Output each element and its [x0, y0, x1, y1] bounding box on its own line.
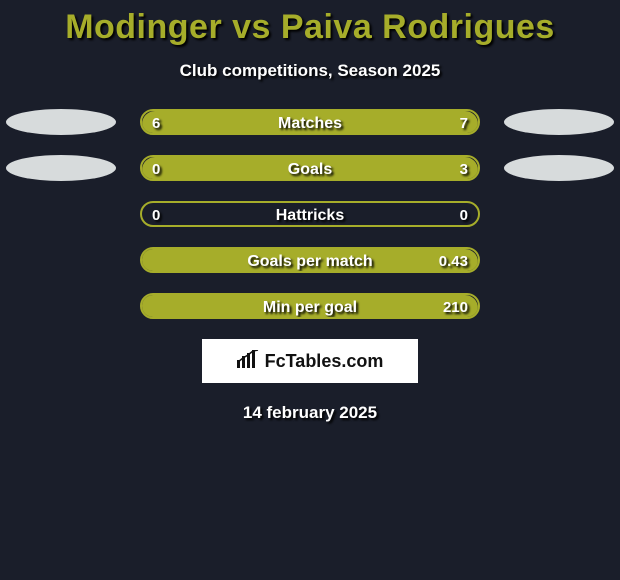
stat-value-right: 0.43 [439, 249, 468, 273]
stat-value-right: 7 [460, 111, 468, 135]
stat-value-left: 6 [152, 111, 160, 135]
stat-bar: 03Goals [140, 155, 480, 181]
stat-value-right: 3 [460, 157, 468, 181]
stat-value-right: 0 [460, 203, 468, 227]
stat-fill-right [142, 295, 478, 319]
footer-date: 14 february 2025 [0, 403, 620, 423]
stat-row: 0.43Goals per match [0, 247, 620, 273]
stat-value-left: 0 [152, 203, 160, 227]
brand-text: FcTables.com [265, 351, 384, 372]
stat-row: 0 0Hattricks [0, 201, 620, 227]
stat-row: 67Matches [0, 109, 620, 135]
brand-badge[interactable]: FcTables.com [202, 339, 418, 383]
stat-row: 210Min per goal [0, 293, 620, 319]
stat-fill-left [142, 111, 297, 135]
comparison-card: Modinger vs Paiva Rodrigues Club competi… [0, 0, 620, 423]
chart-icon [237, 350, 265, 373]
player-right-marker [504, 109, 614, 135]
stat-rows: 67Matches03Goals00Hattricks0.43Goals per… [0, 109, 620, 319]
stat-fill-right [202, 157, 478, 181]
stat-row: 03Goals [0, 155, 620, 181]
stat-fill-right [297, 111, 478, 135]
stat-fill-right [142, 249, 478, 273]
stat-bar: 67Matches [140, 109, 480, 135]
page-title: Modinger vs Paiva Rodrigues [0, 8, 620, 47]
stat-value-left: 0 [152, 157, 160, 181]
stat-bar: 0 0Hattricks [140, 201, 480, 227]
stat-bar: 0.43Goals per match [140, 247, 480, 273]
page-subtitle: Club competitions, Season 2025 [0, 61, 620, 81]
player-left-marker [6, 155, 116, 181]
player-right-marker [504, 155, 614, 181]
stat-bar: 210Min per goal [140, 293, 480, 319]
player-left-marker [6, 109, 116, 135]
stat-label: Hattricks [142, 203, 478, 227]
stat-value-right: 210 [443, 295, 468, 319]
